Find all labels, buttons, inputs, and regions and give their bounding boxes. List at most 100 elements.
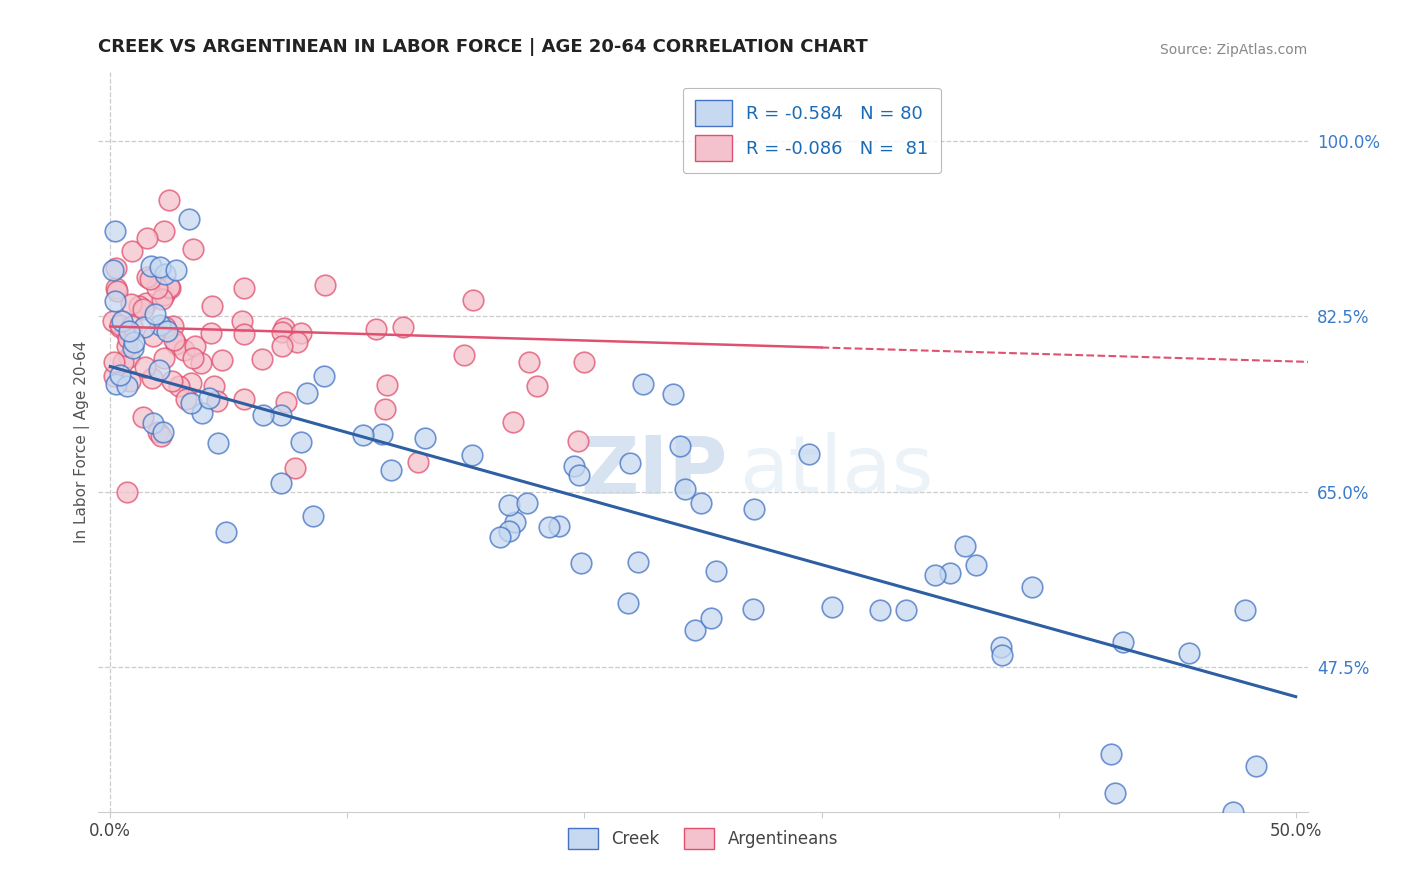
Point [104, 376, 127, 391]
Point [799, 447, 821, 461]
Point [143, 307, 166, 321]
Point [111, 314, 134, 328]
Point [105, 284, 128, 298]
Point [233, 392, 256, 406]
Point [274, 394, 297, 409]
Point [120, 374, 142, 388]
Point [312, 368, 335, 383]
Point [103, 355, 125, 369]
Point [252, 408, 274, 422]
Point [165, 337, 187, 351]
Point [200, 326, 222, 340]
Point [616, 596, 638, 610]
Point [124, 334, 146, 349]
Point [548, 519, 571, 533]
Point [453, 348, 475, 362]
Point [744, 502, 766, 516]
Point [118, 324, 141, 338]
Point [104, 224, 127, 238]
Point [869, 603, 891, 617]
Point [1178, 646, 1201, 660]
Point [142, 416, 165, 430]
Point [631, 376, 654, 391]
Point [302, 509, 325, 524]
Text: ZIP: ZIP [579, 432, 727, 510]
Point [153, 287, 176, 301]
Point [498, 524, 520, 538]
Point [149, 260, 172, 275]
Point [128, 299, 150, 313]
Point [413, 432, 436, 446]
Point [1099, 747, 1122, 761]
Point [683, 623, 706, 637]
Point [136, 231, 159, 245]
Point [152, 224, 174, 238]
Point [1234, 603, 1257, 617]
Point [157, 280, 180, 294]
Point [488, 530, 510, 544]
Point [108, 318, 131, 332]
Point [108, 320, 131, 334]
Point [173, 343, 195, 357]
Point [190, 406, 212, 420]
Point [180, 376, 202, 390]
Point [273, 321, 295, 335]
Point [190, 356, 212, 370]
Point [155, 267, 177, 281]
Point [135, 295, 157, 310]
Point [121, 341, 143, 355]
Point [537, 520, 560, 534]
Point [375, 378, 398, 392]
Point [567, 434, 589, 448]
Point [162, 333, 184, 347]
Point [233, 327, 256, 342]
Point [131, 301, 153, 316]
Point [207, 394, 229, 409]
Point [374, 402, 396, 417]
Point [121, 319, 143, 334]
Point [562, 459, 585, 474]
Point [215, 525, 238, 540]
Point [408, 454, 430, 468]
Point [571, 556, 593, 570]
Point [148, 318, 170, 332]
Text: atlas: atlas [740, 432, 934, 510]
Point [526, 379, 548, 393]
Point [568, 467, 591, 482]
Point [111, 355, 134, 369]
Point [160, 374, 183, 388]
Legend: Creek, Argentineans: Creek, Argentineans [561, 822, 845, 855]
Point [627, 555, 650, 569]
Point [662, 387, 685, 401]
Point [183, 351, 205, 365]
Point [103, 368, 125, 383]
Point [202, 379, 225, 393]
Point [200, 299, 222, 313]
Point [141, 370, 163, 384]
Point [953, 539, 976, 553]
Point [174, 392, 197, 407]
Text: Source: ZipAtlas.com: Source: ZipAtlas.com [1160, 43, 1308, 56]
Point [207, 435, 229, 450]
Y-axis label: In Labor Force | Age 20-64: In Labor Force | Age 20-64 [75, 341, 90, 542]
Point [115, 325, 138, 339]
Point [364, 322, 387, 336]
Point [141, 259, 163, 273]
Point [233, 281, 256, 295]
Point [1021, 580, 1043, 594]
Point [117, 379, 139, 393]
Point [1112, 635, 1135, 649]
Point [965, 558, 987, 573]
Point [290, 326, 312, 340]
Point [370, 426, 392, 441]
Point [167, 379, 190, 393]
Point [619, 457, 641, 471]
Point [314, 277, 336, 292]
Point [673, 482, 696, 496]
Point [463, 293, 485, 308]
Point [939, 566, 962, 581]
Point [285, 334, 308, 349]
Point [146, 425, 169, 440]
Point [101, 314, 124, 328]
Point [741, 602, 763, 616]
